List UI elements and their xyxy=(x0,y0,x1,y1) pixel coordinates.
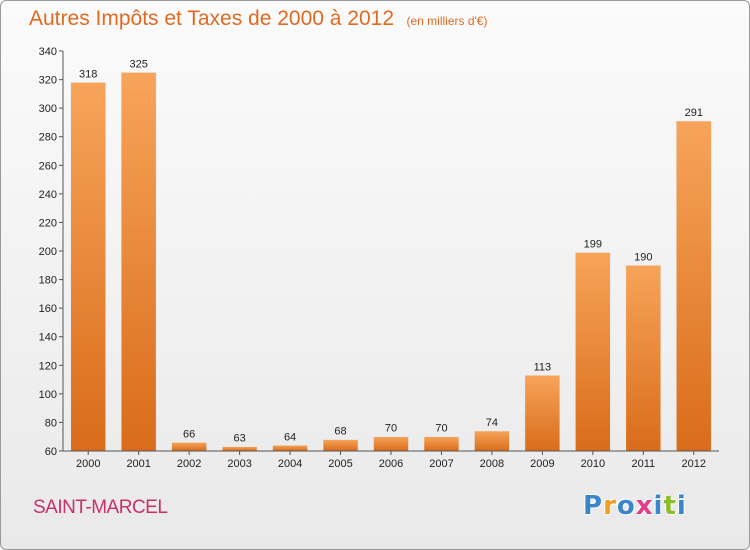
bar-2006 xyxy=(373,436,409,452)
y-tick-label: 260 xyxy=(39,160,57,172)
y-tick-label: 60 xyxy=(45,446,57,458)
bar-2011 xyxy=(625,264,662,452)
y-tick-label: 140 xyxy=(39,332,57,344)
x-axis: 2000 2001 2002 2003 2004 2005 2006 2007 2008 2009… xyxy=(63,450,719,470)
brand-letter: P xyxy=(583,491,604,521)
x-tick-label: 2004 xyxy=(278,458,302,470)
y-axis: 60 80 100 120 140 160 180 200 220 240 260 280 300 320… xyxy=(39,46,64,458)
bar-2000 xyxy=(70,82,107,452)
brand-letter: t xyxy=(663,491,677,521)
bar-2012 xyxy=(675,120,712,452)
brand-letter: i xyxy=(676,491,687,521)
y-tick-label: 280 xyxy=(39,132,57,144)
data-label: 74 xyxy=(486,417,498,429)
chart-title: Autres Impôts et Taxes de 2000 à 2012 xyxy=(29,7,395,30)
data-label: 70 xyxy=(435,423,447,435)
x-tick-label: 2009 xyxy=(530,458,554,470)
y-tick-label: 240 xyxy=(39,189,57,201)
x-tick-label: 2005 xyxy=(328,458,352,470)
bar-2010 xyxy=(575,252,611,452)
bar-2002 xyxy=(171,442,207,452)
brand-letter: o xyxy=(616,491,636,521)
data-label: 64 xyxy=(284,431,296,443)
bar-2003 xyxy=(221,446,258,452)
data-label: 199 xyxy=(584,238,602,250)
y-tick-label: 320 xyxy=(39,75,57,87)
y-tick-label: 160 xyxy=(39,303,57,315)
y-tick-label: 340 xyxy=(39,46,57,58)
place-name: SAINT-MARCEL xyxy=(33,497,168,518)
chart-subtitle: (en milliers d'€) xyxy=(406,14,488,28)
data-label: 63 xyxy=(233,433,245,445)
brand-letter: r xyxy=(603,491,617,521)
bar-2008 xyxy=(474,430,510,452)
x-tick-label: 2007 xyxy=(429,458,453,470)
title-row: Autres Impôts et Taxes de 2000 à 2012 (e… xyxy=(29,7,487,31)
x-tick-label: 2001 xyxy=(126,458,150,470)
data-label: 325 xyxy=(130,58,148,70)
y-tick-label: 200 xyxy=(39,246,57,258)
y-tick-label: 300 xyxy=(39,103,57,115)
bar-2004 xyxy=(272,444,308,452)
data-label: 190 xyxy=(634,251,652,263)
x-tick-label: 2008 xyxy=(480,458,504,470)
bars: 318 325 66 63 64 68 70 70 74 113 199 190 291 xyxy=(70,58,712,452)
bar-2005 xyxy=(322,439,359,452)
data-label: 113 xyxy=(534,361,552,373)
data-label: 66 xyxy=(183,428,195,440)
data-label: 291 xyxy=(685,107,703,119)
bar-2009 xyxy=(524,374,561,452)
data-label: 68 xyxy=(334,426,346,438)
x-tick-label: 2002 xyxy=(177,458,201,470)
bar-2001 xyxy=(120,72,157,452)
y-tick-label: 100 xyxy=(39,389,57,401)
x-tick-label: 2000 xyxy=(76,458,100,470)
x-tick-label: 2012 xyxy=(682,458,706,470)
y-tick-label: 80 xyxy=(45,417,57,429)
brand-logo: Proxiti xyxy=(583,491,687,521)
brand-letter: i xyxy=(653,491,664,521)
x-tick-label: 2011 xyxy=(631,458,655,470)
x-tick-label: 2006 xyxy=(379,458,403,470)
brand-letter: x xyxy=(635,491,654,521)
y-tick-label: 180 xyxy=(39,275,57,287)
data-label: 70 xyxy=(385,423,397,435)
y-tick-label: 120 xyxy=(39,360,57,372)
x-tick-label: 2010 xyxy=(581,458,605,470)
data-label: 318 xyxy=(79,68,97,80)
bar-2007 xyxy=(423,436,460,452)
x-tick-label: 2003 xyxy=(227,458,251,470)
y-tick-label: 220 xyxy=(39,217,57,229)
